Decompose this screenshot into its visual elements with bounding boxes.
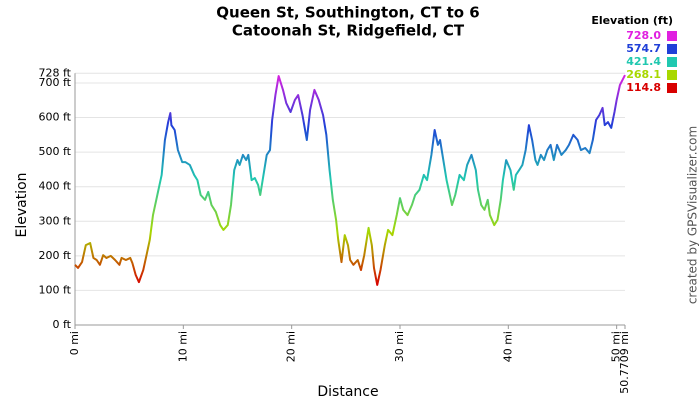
y-tick-label: 728 ft <box>39 66 72 79</box>
y-tick-label: 300 ft <box>39 214 72 227</box>
credit: created by GPSVisualizer.com <box>686 126 700 304</box>
legend-label: 574.7 <box>626 42 661 55</box>
y-tick-label: 600 ft <box>39 111 72 124</box>
legend-swatch <box>667 70 677 80</box>
x-tick-label: 30 mi <box>393 331 406 362</box>
legend-label: 268.1 <box>626 68 661 81</box>
legend-swatch <box>667 31 677 41</box>
x-tick-label: 50.7709 mi <box>618 331 631 394</box>
legend-swatch <box>667 83 677 93</box>
x-axis-label: Distance <box>317 384 378 400</box>
legend-label: 728.0 <box>626 29 661 42</box>
legend-swatch <box>667 57 677 67</box>
chart-title: Queen St, Southington, CT to 6 <box>216 4 479 22</box>
legend-label: 421.4 <box>626 55 661 68</box>
legend-title: Elevation (ft) <box>591 14 673 27</box>
legend-swatch <box>667 44 677 54</box>
x-tick-label: 10 mi <box>176 331 189 362</box>
x-tick-label: 0 mi <box>68 331 81 355</box>
x-tick-label: 40 mi <box>501 331 514 362</box>
x-tick-label: 20 mi <box>285 331 298 362</box>
y-tick-label: 200 ft <box>39 249 72 262</box>
y-tick-label: 100 ft <box>39 283 72 296</box>
y-tick-label: 700 ft <box>39 76 72 89</box>
x-tick-label: 50 mi <box>610 331 623 362</box>
legend-label: 114.8 <box>626 81 661 94</box>
elevation-line <box>74 74 626 286</box>
y-tick-label: 400 ft <box>39 180 72 193</box>
y-axis-label: Elevation <box>14 172 30 237</box>
y-tick-label: 0 ft <box>53 318 72 331</box>
chart-title: Catoonah St, Ridgefield, CT <box>232 22 465 40</box>
y-tick-label: 500 ft <box>39 145 72 158</box>
